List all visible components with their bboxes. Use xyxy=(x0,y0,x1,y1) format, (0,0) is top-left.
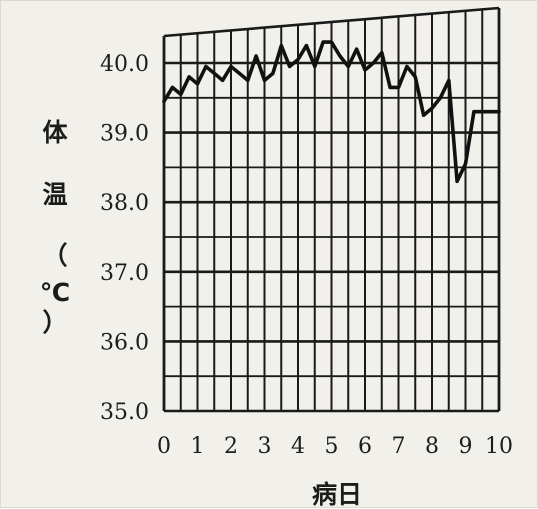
x-tick-label: 2 xyxy=(224,434,238,459)
y-axis-title-char: 体 xyxy=(42,118,68,147)
x-tick-label: 6 xyxy=(358,434,372,459)
x-tick-label: 7 xyxy=(392,434,406,459)
x-tick-labels: 0 1 2 3 4 5 6 7 8 9 10 xyxy=(157,434,513,459)
y-tick-label: 37.0 xyxy=(100,261,149,286)
series-layer xyxy=(162,40,501,184)
x-tick-label: 4 xyxy=(291,434,305,459)
x-tick-label: 8 xyxy=(425,434,439,459)
y-axis-title: 体温 （ ℃） xyxy=(40,118,70,337)
y-axis-title-char: ） xyxy=(42,308,67,337)
x-axis-title: 病日 xyxy=(312,480,362,509)
x-tick-label: 9 xyxy=(459,434,473,459)
x-tick-label: 0 xyxy=(157,434,171,459)
x-tick-label: 3 xyxy=(258,434,272,459)
y-tick-label: 40.0 xyxy=(100,52,149,77)
x-tick-label: 5 xyxy=(325,434,339,459)
y-tick-label: 36.0 xyxy=(100,330,149,355)
temperature-series-line xyxy=(162,40,501,184)
y-axis-title-char: ℃ xyxy=(40,278,70,307)
grid xyxy=(162,6,501,413)
y-tick-labels: 40.0 39.0 38.0 37.0 36.0 35.0 xyxy=(100,52,149,425)
y-axis-title-char: （ xyxy=(42,241,67,270)
y-tick-label: 38.0 xyxy=(100,191,149,216)
y-tick-label: 35.0 xyxy=(100,400,149,425)
y-axis-title-char: 温 xyxy=(42,180,67,209)
y-tick-label: 39.0 xyxy=(100,122,149,147)
x-tick-label: 10 xyxy=(485,434,513,459)
x-tick-label: 1 xyxy=(191,434,205,459)
